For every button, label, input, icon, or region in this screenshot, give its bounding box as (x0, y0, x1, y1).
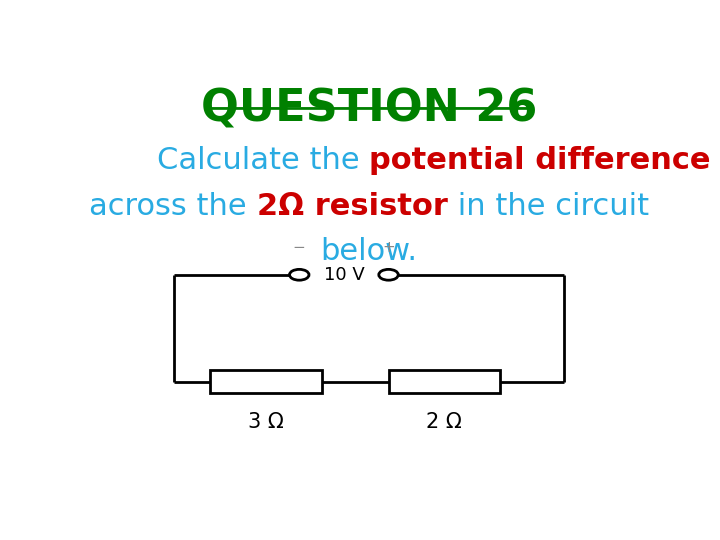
Ellipse shape (289, 269, 309, 280)
Text: +: + (382, 240, 395, 255)
Text: 2Ω resistor: 2Ω resistor (257, 192, 448, 221)
Text: QUESTION 26: QUESTION 26 (201, 87, 537, 131)
Bar (210, 370, 322, 393)
Text: potential difference: potential difference (369, 146, 711, 175)
Text: across the: across the (89, 192, 257, 221)
Text: Calculate the: Calculate the (157, 146, 369, 175)
Text: 10 V: 10 V (323, 266, 364, 284)
Bar (389, 370, 500, 393)
Text: 3 Ω: 3 Ω (248, 412, 284, 432)
Text: −: − (293, 240, 305, 255)
Text: 2 Ω: 2 Ω (426, 412, 462, 432)
Ellipse shape (379, 269, 398, 280)
Text: in the circuit: in the circuit (448, 192, 649, 221)
Text: below.: below. (320, 238, 418, 266)
